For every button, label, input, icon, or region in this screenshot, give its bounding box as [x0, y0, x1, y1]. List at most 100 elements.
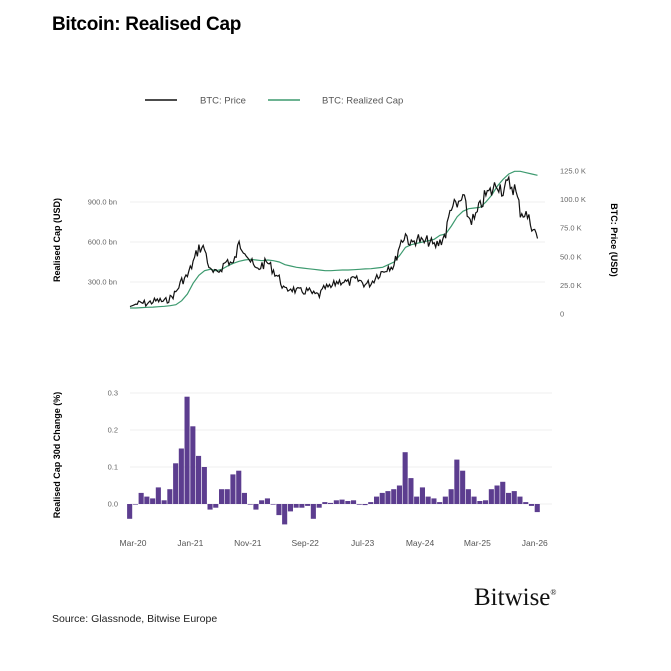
change-bars	[127, 396, 540, 525]
change-bar	[224, 489, 230, 504]
price-line	[129, 175, 539, 308]
left-tick-label: 600.0 bn	[88, 238, 117, 247]
x-tick-label: Mar-25	[464, 538, 491, 548]
x-tick-label: Mar-20	[120, 538, 147, 548]
change-bar	[173, 463, 179, 504]
change-bar	[534, 504, 540, 513]
y-tick-label: 0.2	[108, 426, 118, 435]
change-bar	[236, 470, 242, 504]
change-bar	[465, 489, 471, 504]
change-bar	[201, 467, 207, 504]
change-bar	[517, 496, 523, 504]
change-bar	[305, 504, 311, 506]
bitwise-logo: Bitwise®	[474, 584, 557, 611]
right-tick-label: 25.0 K	[560, 281, 582, 290]
change-bar	[488, 489, 494, 504]
right-tick-label: 75.0 K	[560, 224, 582, 233]
change-bar	[523, 502, 529, 504]
change-bar	[368, 502, 374, 504]
source-note: Source: Glassnode, Bitwise Europe	[52, 613, 218, 625]
change-bar	[264, 498, 270, 504]
change-bar	[328, 502, 334, 504]
change-bar	[483, 500, 489, 504]
right-tick-label: 50.0 K	[560, 252, 582, 261]
change-bar	[213, 504, 219, 508]
change-bar	[419, 487, 425, 504]
change-bar	[379, 492, 385, 504]
change-bar	[259, 500, 265, 504]
change-bar	[219, 489, 225, 504]
left-tick-label: 900.0 bn	[88, 198, 117, 207]
change-bar	[230, 474, 236, 504]
change-bar	[528, 504, 534, 506]
change-bar	[270, 504, 276, 505]
right-tick-label: 0	[560, 310, 564, 319]
change-bar	[293, 504, 299, 508]
change-bar	[339, 499, 345, 504]
change-bar	[402, 452, 408, 504]
change-bar	[282, 504, 288, 525]
realized-cap-line	[130, 170, 538, 309]
change-bar	[138, 492, 144, 504]
x-tick-label: Jan-21	[177, 538, 203, 548]
change-bar	[276, 504, 282, 516]
change-bar	[167, 489, 173, 504]
change-bar	[150, 498, 156, 504]
chart-title: Bitcoin: Realised Cap	[52, 14, 242, 35]
change-bar	[431, 498, 437, 504]
change-bar	[477, 501, 483, 504]
change-bar	[362, 504, 368, 506]
change-bar	[506, 492, 512, 504]
change-bar	[161, 500, 167, 504]
y-tick-label: 0.3	[108, 389, 118, 398]
y-tick-label: 0.0	[108, 500, 118, 509]
right-tick-label: 125.0 K	[560, 167, 586, 176]
change-bar	[132, 504, 138, 505]
change-bar	[241, 492, 247, 504]
change-bar	[374, 496, 380, 504]
y-tick-label: 0.1	[108, 463, 118, 472]
change-bar	[247, 504, 253, 505]
x-tick-label: Nov-21	[234, 538, 262, 548]
right-tick-label: 100.0 K	[560, 195, 586, 204]
change-bar	[196, 455, 202, 504]
change-bar	[437, 502, 443, 504]
change-bar	[356, 504, 362, 505]
right-axis-label: BTC: Price (USD)	[609, 203, 619, 277]
change-bar	[500, 481, 506, 504]
x-tick-label: Jan-26	[522, 538, 548, 548]
left-tick-label: 300.0 bn	[88, 278, 117, 287]
change-bar	[460, 470, 466, 504]
change-bar	[144, 496, 150, 504]
change-bar	[494, 485, 500, 504]
change-bar	[425, 496, 431, 504]
change-bar	[511, 491, 517, 504]
bottom-x-axis-ticks: Mar-20 Jan-21 Nov-21 Sep-22 Jul-23 May-24 Mar-…	[120, 538, 549, 548]
change-bar	[333, 500, 339, 504]
x-tick-label: Jul-23	[351, 538, 374, 548]
change-bar	[351, 500, 357, 504]
left-axis-ticks: 300.0 bn 600.0 bn 900.0 bn	[88, 198, 117, 287]
change-bar	[287, 504, 293, 512]
right-axis-ticks: 0 25.0 K 50.0 K 75.0 K 100.0 K 125.0 K	[560, 167, 586, 319]
change-bar	[316, 504, 322, 508]
legend: BTC: Price BTC: Realized Cap	[145, 96, 403, 107]
bottom-y-axis-ticks: 0.0 0.1 0.2 0.3	[108, 389, 118, 509]
legend-label-realized-cap: BTC: Realized Cap	[322, 96, 403, 107]
change-bar	[414, 496, 420, 504]
change-bar	[385, 491, 391, 504]
change-bar	[442, 496, 448, 504]
x-tick-label: May-24	[406, 538, 435, 548]
change-bar	[155, 487, 161, 504]
change-bar	[253, 504, 259, 510]
change-bar	[408, 478, 414, 504]
change-bar	[190, 426, 196, 504]
change-bar	[471, 496, 477, 504]
x-tick-label: Sep-22	[291, 538, 319, 548]
left-axis-label: Realised Cap (USD)	[52, 198, 62, 282]
bottom-axis-label: Realised Cap 30d Change (%)	[52, 392, 62, 519]
change-bar	[322, 502, 328, 504]
change-bar	[299, 504, 305, 508]
logo-text: Bitwise	[474, 584, 551, 611]
